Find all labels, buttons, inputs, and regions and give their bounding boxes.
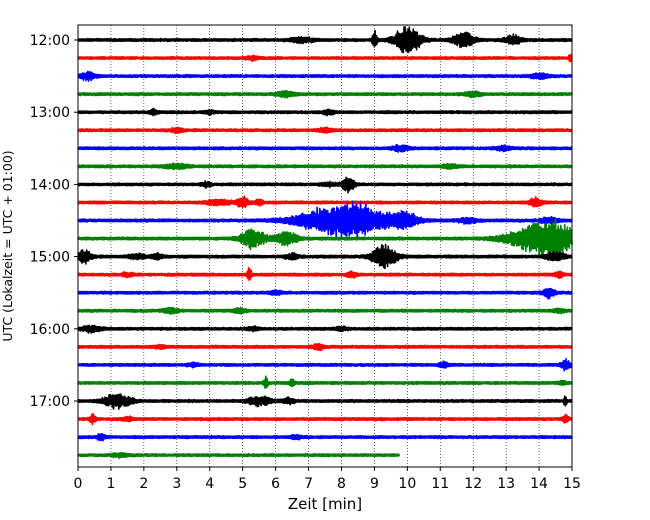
- y-axis-ticks: 12:00 13:00 14:00 15:00 16:00 17:00: [30, 33, 78, 410]
- y-tick-label: 12:00: [30, 33, 70, 49]
- trace-row-1315: [77, 126, 573, 135]
- x-tick-label: 8: [337, 476, 346, 492]
- x-tick-label: 7: [304, 476, 313, 492]
- x-tick-label: 10: [398, 476, 416, 492]
- trace-row-1345: [77, 162, 573, 171]
- trace-row-1500: [77, 243, 573, 270]
- trace-row-1715: [77, 412, 573, 426]
- x-tick-label: 13: [497, 476, 515, 492]
- x-tick-label: 14: [530, 476, 548, 492]
- x-tick-label: 12: [464, 476, 482, 492]
- x-axis-ticks: 0 1 2 3 4 5 6 7 8 9 10 11 12 13 14 15: [74, 467, 581, 492]
- trace-row-1415: [77, 195, 573, 209]
- trace-row-1200: [77, 25, 573, 54]
- plot-frame: [77, 24, 573, 468]
- x-tick-label: 0: [74, 476, 83, 492]
- x-tick-label: 5: [238, 476, 247, 492]
- seismogram-traces: [77, 25, 573, 459]
- trace-row-1445: [77, 218, 573, 259]
- trace-row-1615: [77, 342, 573, 352]
- y-tick-label: 16:00: [30, 322, 70, 338]
- y-axis-title: UTC (Lokalzeit = UTC + 01:00): [0, 150, 15, 341]
- x-tick-label: 15: [563, 476, 581, 492]
- trace-row-1515: [77, 266, 573, 282]
- trace-row-1745: [77, 451, 401, 459]
- trace-row-1730: [77, 433, 573, 442]
- trace-row-1530: [77, 287, 573, 300]
- trace-row-1600: [77, 324, 573, 334]
- x-tick-label: 9: [370, 476, 379, 492]
- y-tick-label: 15:00: [30, 250, 70, 266]
- x-tick-label: 6: [271, 476, 280, 492]
- x-tick-label: 3: [172, 476, 181, 492]
- trace-row-1645: [77, 375, 573, 390]
- x-tick-label: 4: [205, 476, 214, 492]
- x-tick-label: 11: [431, 476, 449, 492]
- trace-row-1400: [77, 176, 573, 194]
- x-axis-title: Zeit [min]: [288, 495, 362, 513]
- trace-row-1230: [77, 70, 573, 82]
- trace-row-1300: [77, 107, 573, 117]
- trace-row-1215: [77, 53, 573, 63]
- x-tick-label: 1: [106, 476, 115, 492]
- x-tick-label: 2: [139, 476, 148, 492]
- trace-row-1245: [77, 89, 573, 99]
- y-tick-label: 17:00: [30, 394, 70, 410]
- y-tick-label: 14:00: [30, 177, 70, 193]
- trace-row-1630: [77, 357, 573, 372]
- trace-row-1330: [77, 143, 573, 154]
- plot-area: [78, 25, 572, 467]
- trace-row-1545: [77, 306, 573, 315]
- y-tick-label: 13:00: [30, 105, 70, 121]
- trace-row-1430: [77, 200, 573, 241]
- trace-row-1700: [77, 393, 573, 410]
